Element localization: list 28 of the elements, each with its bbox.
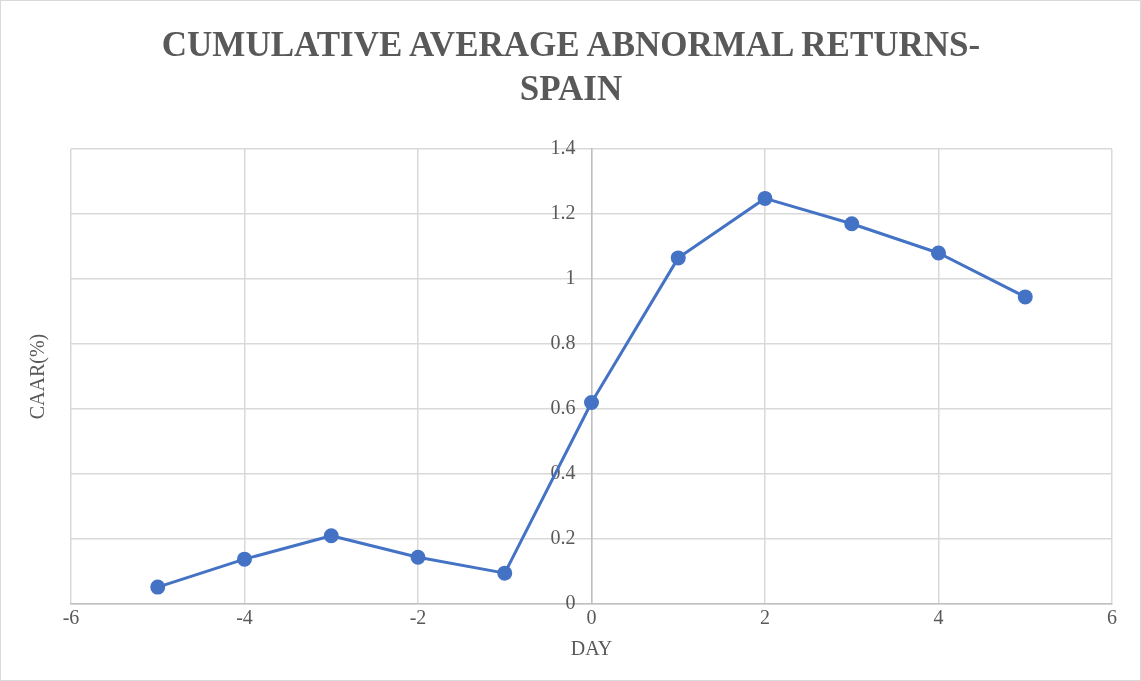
- y-tick-label: 1: [565, 266, 576, 289]
- x-tick-label: 2: [760, 606, 770, 629]
- x-tick-label: -4: [236, 606, 253, 629]
- point: [931, 245, 946, 261]
- x-tick-label: -2: [409, 606, 427, 629]
- x-tick-label: 4: [933, 606, 944, 629]
- point: [757, 190, 773, 206]
- y-tick-label: 0: [565, 591, 576, 614]
- y-tick-label: 1.4: [550, 136, 576, 159]
- point: [670, 250, 686, 266]
- x-axis-title: DAY: [570, 637, 613, 660]
- point: [497, 565, 513, 581]
- point: [323, 528, 339, 544]
- y-tick-label: 1.2: [550, 201, 576, 224]
- point: [410, 549, 426, 565]
- chart-title: CUMULATIVE AVERAGE ABNORMAL RETURNS-SPAIN: [160, 24, 982, 110]
- y-axis-title: CAAR(%): [26, 333, 50, 420]
- x-tick-label: 6: [1107, 606, 1117, 629]
- x-tick-label: 0: [586, 606, 597, 629]
- y-tick-label: 0.8: [550, 331, 576, 354]
- point: [150, 579, 166, 595]
- x-tick-label: -6: [62, 606, 80, 629]
- point: [1017, 289, 1033, 305]
- point: [844, 216, 860, 232]
- point: [584, 395, 599, 410]
- y-tick-label: 0.6: [550, 396, 576, 419]
- y-tick-label: 0.2: [550, 526, 576, 549]
- point: [237, 551, 252, 567]
